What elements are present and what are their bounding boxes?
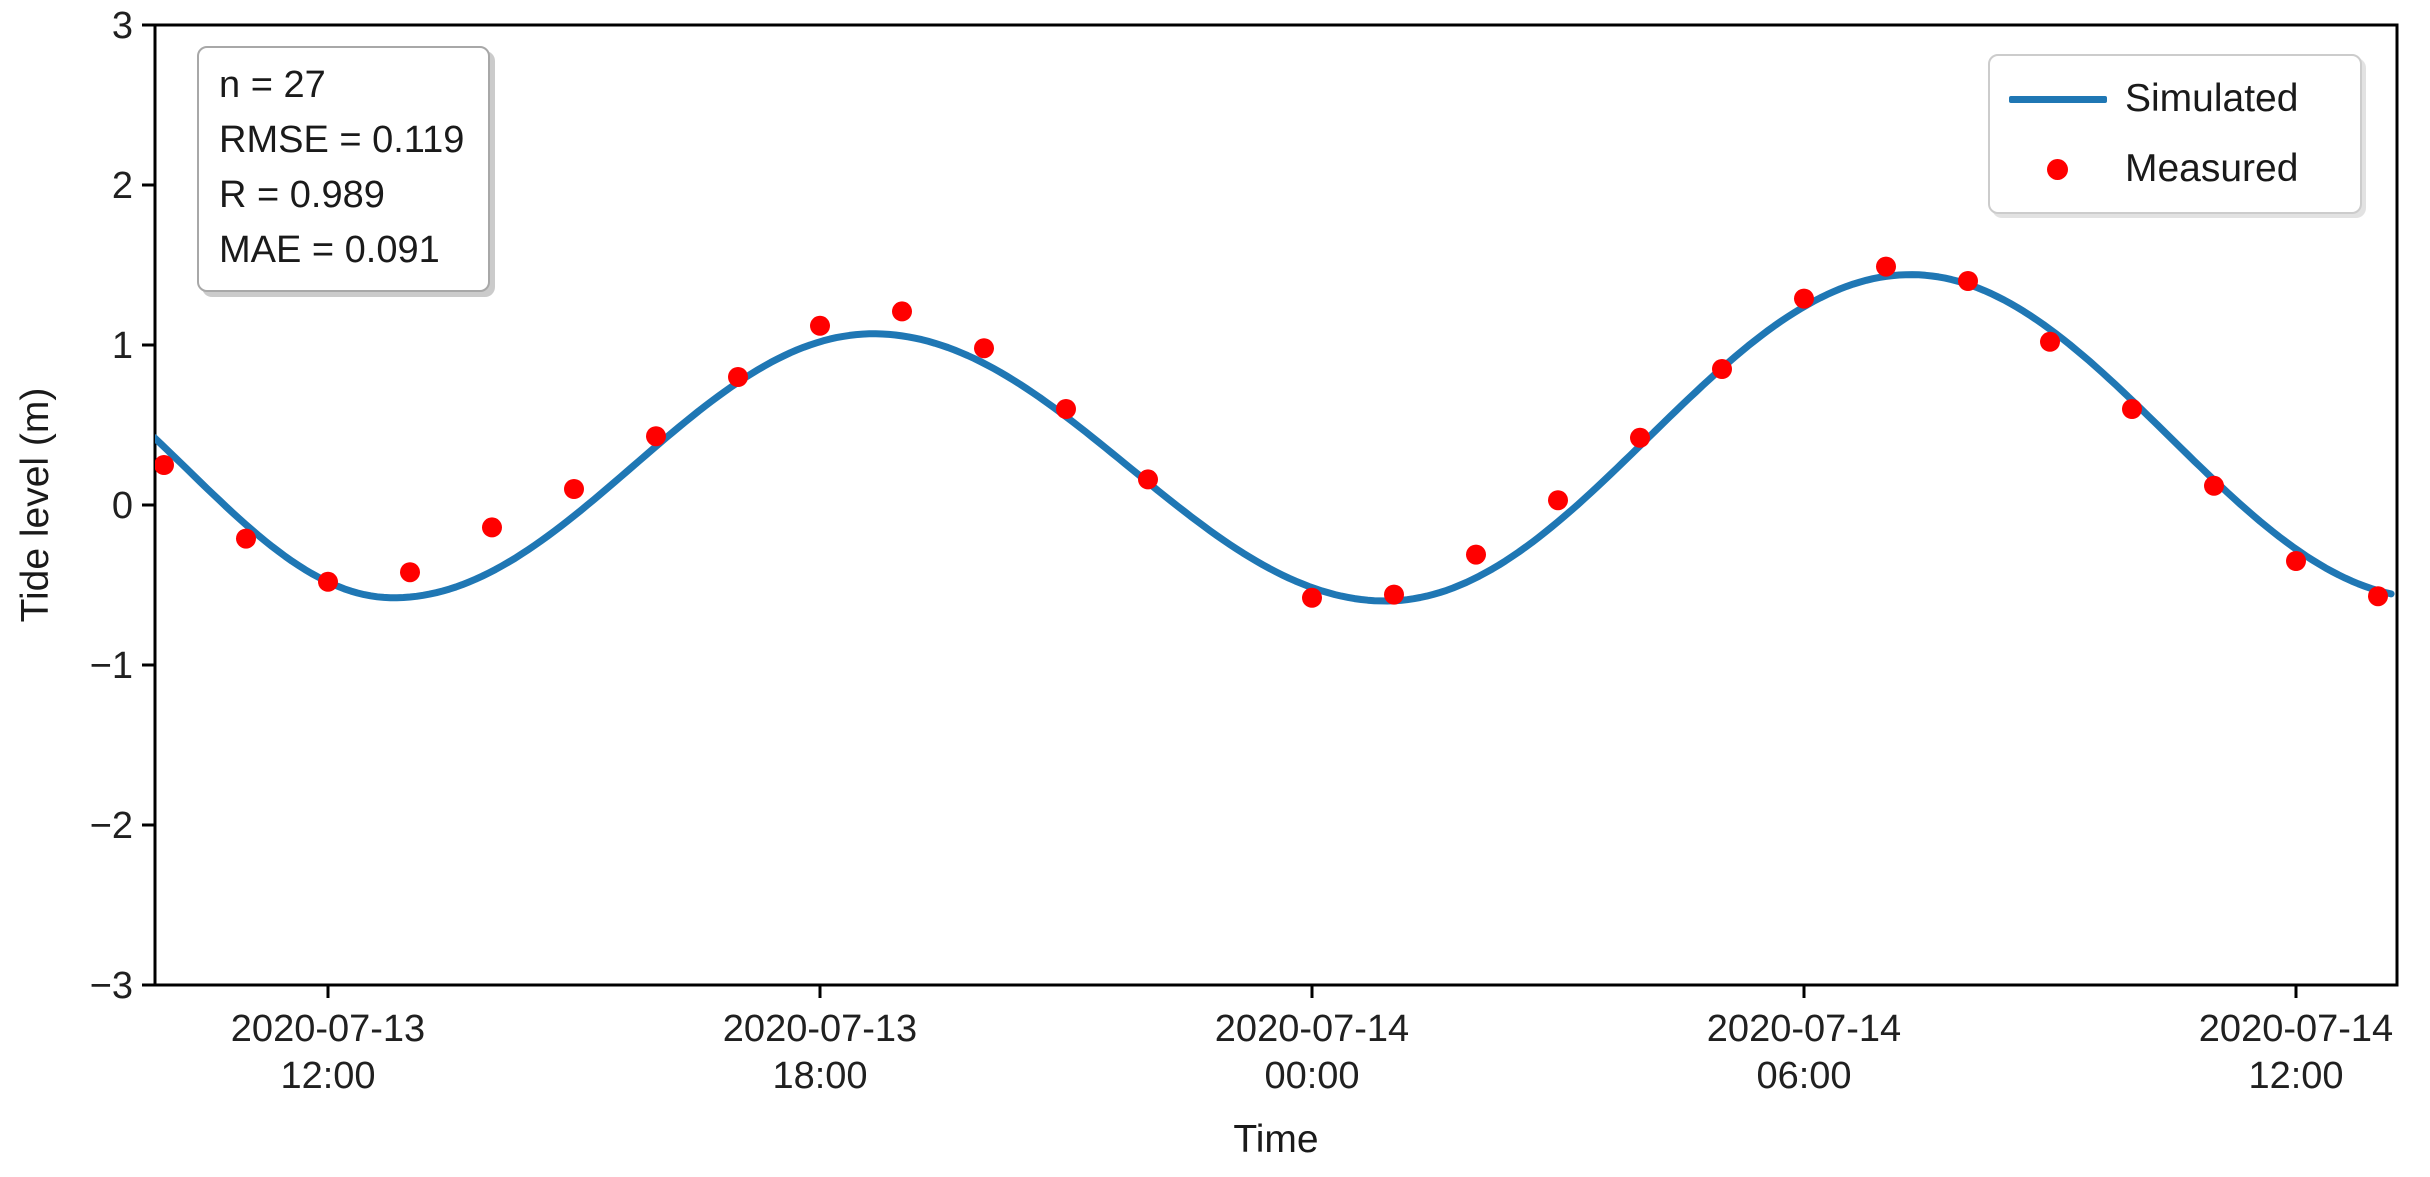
legend-entry-measured: Measured [1990,134,2360,204]
stat-n: n = 27 [219,64,326,106]
y-tick-label: 3 [112,5,133,47]
legend-label-measured: Measured [2125,147,2299,190]
measured-point [1712,359,1732,379]
measured-dot-icon [2047,158,2068,180]
y-tick-label: 2 [112,165,133,207]
x-tick-label-date: 2020-07-14 [1215,1008,1409,1050]
measured-point [155,455,174,475]
measured-point [1958,271,1978,291]
measured-point [2286,551,2306,571]
measured-point [1056,399,1076,419]
x-tick-label-time: 18:00 [772,1055,867,1097]
legend: Simulated Measured [1988,54,2362,214]
measured-point [400,562,420,583]
measured-point [1548,490,1568,511]
measured-point [1302,587,1322,608]
measured-point [318,571,338,592]
measured-point [728,367,748,387]
measured-point [1384,584,1404,605]
measured-point [974,338,994,359]
measured-point [810,315,830,336]
y-axis-title: Tide level (m) [14,387,57,623]
y-tick-label: −3 [90,965,133,1007]
measured-point [2204,475,2224,496]
measured-point [1876,256,1896,277]
measured-point [1630,427,1650,448]
stat-rmse: RMSE = 0.119 [219,119,465,161]
legend-label-simulated: Simulated [2125,77,2299,120]
measured-point [892,301,912,322]
simulated-line [155,271,2395,605]
y-tick-label: −2 [90,805,133,847]
measured-point [1466,544,1486,565]
x-tick-label-date: 2020-07-13 [723,1008,917,1050]
x-tick-label-time: 12:00 [2248,1055,2343,1097]
measured-points-group [155,256,2388,608]
y-tick-label: −1 [90,645,133,687]
x-axis-title: Time [1233,1118,1319,1161]
x-tick-label-date: 2020-07-13 [231,1008,425,1050]
measured-point [482,517,502,538]
measured-point [564,479,584,499]
legend-sample-measured [1990,158,2125,180]
y-axis-ticks: 3 2 1 0 −1 −2 −3 [90,5,155,1007]
legend-entry-simulated: Simulated [1990,64,2360,134]
measured-point [2122,399,2142,419]
measured-point [1138,469,1158,490]
measured-point [2040,331,2060,352]
x-tick-label-date: 2020-07-14 [1707,1008,1901,1050]
measured-point [1794,288,1814,309]
simulated-line-group [155,271,2395,605]
stat-r: R = 0.989 [219,174,385,216]
x-tick-label-date: 2020-07-14 [2199,1008,2393,1050]
y-tick-label: 1 [112,325,133,367]
legend-sample-simulated [1990,95,2125,103]
x-tick-label-time: 00:00 [1264,1055,1359,1097]
x-tick-label-time: 12:00 [280,1055,375,1097]
x-axis-ticks: 2020-07-13 12:00 2020-07-13 18:00 2020-07-14… [231,985,2393,1097]
y-tick-label: 0 [112,485,133,527]
measured-point [646,426,666,447]
stat-mae: MAE = 0.091 [219,229,440,271]
x-tick-label-time: 06:00 [1756,1055,1851,1097]
measured-point [2368,586,2388,607]
stats-annotation-box: n = 27 RMSE = 0.119 R = 0.989 MAE = 0.09… [197,46,491,292]
measured-point [236,528,256,549]
simulated-line-icon [2008,95,2107,103]
